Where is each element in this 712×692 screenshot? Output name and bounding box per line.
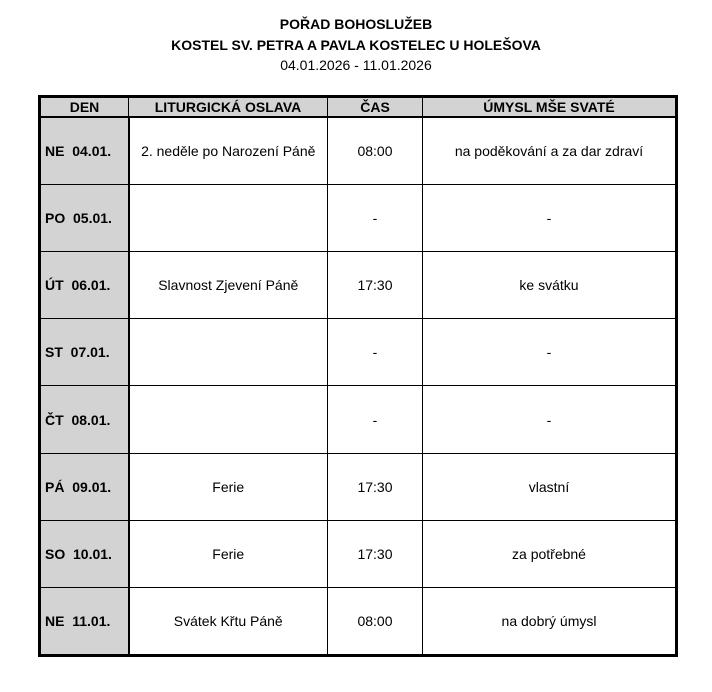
table-row: ČT 08.01. - -	[39, 385, 677, 454]
table-row: PO 05.01. - -	[39, 184, 677, 253]
time-cell: 17:30	[327, 251, 423, 320]
column-header-feast: LITURGICKÁ OSLAVA	[128, 96, 328, 118]
intention-cell: -	[422, 184, 677, 253]
table-row: SO 10.01. Ferie 17:30 za potřebné	[39, 519, 677, 588]
time-cell: 08:00	[327, 116, 423, 186]
column-header-intention: ÚMYSL MŠE SVATÉ	[422, 96, 677, 118]
day-cell: PO 05.01.	[39, 184, 130, 253]
intention-cell: -	[422, 385, 677, 454]
feast-cell: Ferie	[128, 452, 328, 521]
table-row: ÚT 06.01. Slavnost Zjevení Páně 17:30 ke sv…	[39, 251, 677, 320]
intention-cell: na poděkování a za dar zdraví	[422, 116, 677, 186]
column-header-time: ČAS	[327, 96, 423, 118]
table-header-row: DEN LITURGICKÁ OSLAVA ČAS ÚMYSL MŠE SVAT…	[39, 96, 677, 118]
day-cell: ÚT 06.01.	[39, 251, 130, 320]
church-name: KOSTEL SV. PETRA A PAVLA KOSTELEC U HOLE…	[171, 37, 541, 53]
day-cell: NE 11.01.	[39, 586, 130, 657]
intention-cell: za potřebné	[422, 519, 677, 588]
day-cell: PÁ 09.01.	[39, 452, 130, 521]
intention-cell: -	[422, 318, 677, 387]
time-cell: 17:30	[327, 519, 423, 588]
day-cell: ST 07.01.	[39, 318, 130, 387]
day-cell: ČT 08.01.	[39, 385, 130, 454]
feast-cell: Ferie	[128, 519, 328, 588]
intention-cell: na dobrý úmysl	[422, 586, 677, 657]
feast-cell	[128, 385, 328, 454]
time-cell: -	[327, 318, 423, 387]
time-cell: -	[327, 385, 423, 454]
day-cell: SO 10.01.	[39, 519, 130, 588]
date-range: 04.01.2026 - 11.01.2026	[280, 57, 432, 73]
feast-cell: 2. neděle po Narození Páně	[128, 116, 328, 186]
page-title: POŘAD BOHOSLUŽEB	[279, 16, 433, 32]
table-row: NE 11.01. Svátek Křtu Páně 08:00 na dobrý ú…	[39, 586, 677, 657]
table-row: ST 07.01. - -	[39, 318, 677, 387]
intention-cell: vlastní	[422, 452, 677, 521]
table-row: NE 04.01. 2. neděle po Narození Páně 08:00…	[39, 116, 677, 186]
feast-cell	[128, 184, 328, 253]
table-row: PÁ 09.01. Ferie 17:30 vlastní	[39, 452, 677, 521]
intention-cell: ke svátku	[422, 251, 677, 320]
feast-cell: Svátek Křtu Páně	[128, 586, 328, 657]
day-cell: NE 04.01.	[39, 116, 130, 186]
feast-cell	[128, 318, 328, 387]
time-cell: 08:00	[327, 586, 423, 657]
schedule-table: DEN LITURGICKÁ OSLAVA ČAS ÚMYSL MŠE SVAT…	[38, 95, 678, 657]
time-cell: -	[327, 184, 423, 253]
feast-cell: Slavnost Zjevení Páně	[128, 251, 328, 320]
column-header-day: DEN	[39, 96, 129, 118]
time-cell: 17:30	[327, 452, 423, 521]
